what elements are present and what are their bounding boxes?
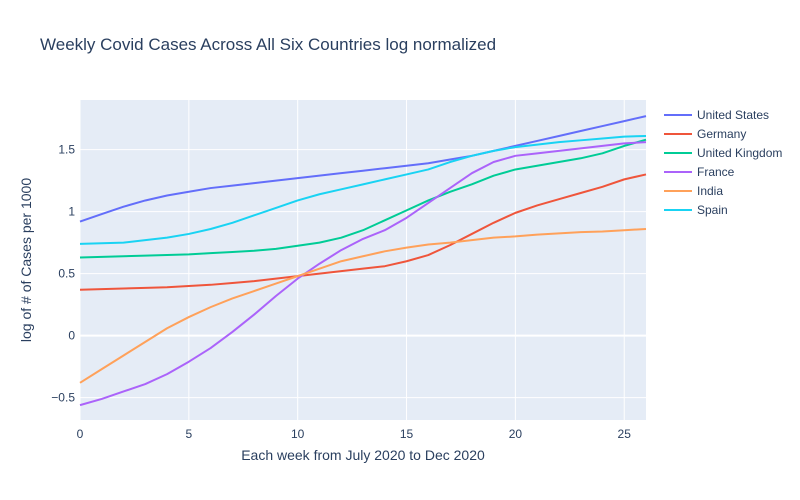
legend-item-spain[interactable]: Spain (664, 203, 728, 217)
x-tick-label: 20 (509, 427, 523, 441)
legend-item-india[interactable]: India (664, 184, 723, 198)
x-gridlines (79, 100, 625, 420)
x-axis-title: Each week from July 2020 to Dec 2020 (241, 447, 485, 463)
y-axis-ticks: −0.5 0 0.5 1 1.5 (51, 143, 75, 405)
x-tick-label: 15 (400, 427, 414, 441)
legend-item-united-kingdom[interactable]: United Kingdom (664, 146, 782, 160)
legend-label: Germany (697, 127, 746, 141)
x-axis-ticks: 0 5 10 15 20 25 (77, 427, 632, 441)
plot-area[interactable] (80, 100, 646, 420)
x-tick-label: 10 (291, 427, 305, 441)
legend-label: United States (697, 108, 769, 122)
series-line-united-states[interactable] (79, 115, 647, 223)
legend: United States Germany United Kingdom France… (664, 108, 782, 217)
legend-label: United Kingdom (697, 146, 782, 160)
y-tick-label: 1 (68, 205, 75, 219)
legend-item-united-states[interactable]: United States (664, 108, 769, 122)
legend-item-germany[interactable]: Germany (664, 127, 746, 141)
legend-label: Spain (697, 203, 728, 217)
y-gridlines (80, 149, 646, 399)
x-tick-label: 25 (618, 427, 632, 441)
legend-label: India (697, 184, 723, 198)
series-line-spain[interactable] (79, 134, 647, 245)
legend-label: France (697, 165, 735, 179)
x-tick-label: 0 (77, 427, 84, 441)
y-tick-label: 0 (68, 329, 75, 343)
y-tick-label: 0.5 (58, 267, 75, 281)
series-line-india[interactable] (79, 227, 647, 384)
chart-title: Weekly Covid Cases Across All Six Countr… (40, 35, 496, 54)
y-tick-label: 1.5 (58, 143, 75, 157)
series-lines (79, 115, 647, 407)
legend-item-france[interactable]: France (664, 165, 735, 179)
series-line-france[interactable] (79, 141, 647, 407)
y-tick-label: −0.5 (51, 391, 75, 405)
y-axis-title: log of # of Cases per 1000 (18, 178, 34, 342)
series-line-united-kingdom[interactable] (79, 138, 647, 259)
x-tick-label: 5 (186, 427, 193, 441)
series-line-germany[interactable] (79, 173, 647, 291)
